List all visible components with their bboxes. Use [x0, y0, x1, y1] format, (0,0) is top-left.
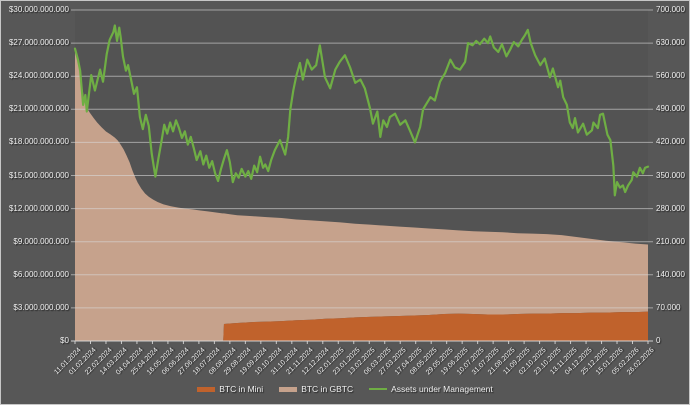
- legend-label-gbtc: BTC in GBTC: [301, 384, 354, 394]
- aum-line-swatch-icon: [369, 387, 388, 391]
- right-axis-tick-label: 490.000: [656, 104, 685, 114]
- right-axis-tick-label: 420.000: [656, 137, 685, 147]
- left-axis-tick-label: $24.000.000.000: [8, 71, 69, 81]
- right-axis-tick-label: 140.000: [656, 269, 685, 279]
- right-axis-tick-label: 630.000: [656, 38, 685, 48]
- right-axis-tick-label: 280.000: [656, 203, 685, 213]
- left-axis-tick-label: $30.000.000.000: [8, 5, 69, 14]
- left-axis-tick-label: $6.000.000.000: [13, 269, 69, 279]
- left-axis-tick-label: $12.000.000.000: [8, 203, 69, 213]
- right-axis-tick-label: 350.000: [656, 170, 685, 180]
- left-axis-tick-label: $15.000.000.000: [8, 170, 69, 180]
- legend: BTC in Mini BTC in GBTC Assets under Man…: [0, 382, 690, 396]
- left-axis-tick-label: $18.000.000.000: [8, 137, 69, 147]
- legend-item-btc-in-mini: BTC in Mini: [197, 384, 263, 394]
- legend-label-aum: Assets under Management: [391, 384, 493, 394]
- left-axis-tick-label: $27.000.000.000: [8, 38, 69, 48]
- left-axis-tick-label: $3.000.000.000: [13, 302, 69, 312]
- right-axis-tick-label: 560.000: [656, 71, 685, 81]
- gbtc-area-swatch-icon: [279, 386, 298, 392]
- mini-area-series: [75, 311, 648, 341]
- mini-area-swatch-icon: [197, 386, 216, 392]
- right-axis-tick-label: 700.000: [656, 5, 685, 14]
- legend-item-aum: Assets under Management: [369, 384, 493, 394]
- right-axis-tick-label: 210.000: [656, 236, 685, 246]
- gbtc-area-series: [75, 47, 648, 341]
- right-axis-tick-label: 0: [656, 336, 661, 345]
- aum-line-series: [73, 24, 650, 197]
- legend-item-btc-in-gbtc: BTC in GBTC: [279, 384, 353, 394]
- left-axis-tick-label: $9.000.000.000: [13, 236, 69, 246]
- left-axis-tick-label: $0: [60, 336, 69, 345]
- legend-label-mini: BTC in Mini: [219, 384, 264, 394]
- left-axis-tick-label: $21.000.000.000: [8, 104, 69, 114]
- right-axis-tick-label: 70.000: [656, 302, 681, 312]
